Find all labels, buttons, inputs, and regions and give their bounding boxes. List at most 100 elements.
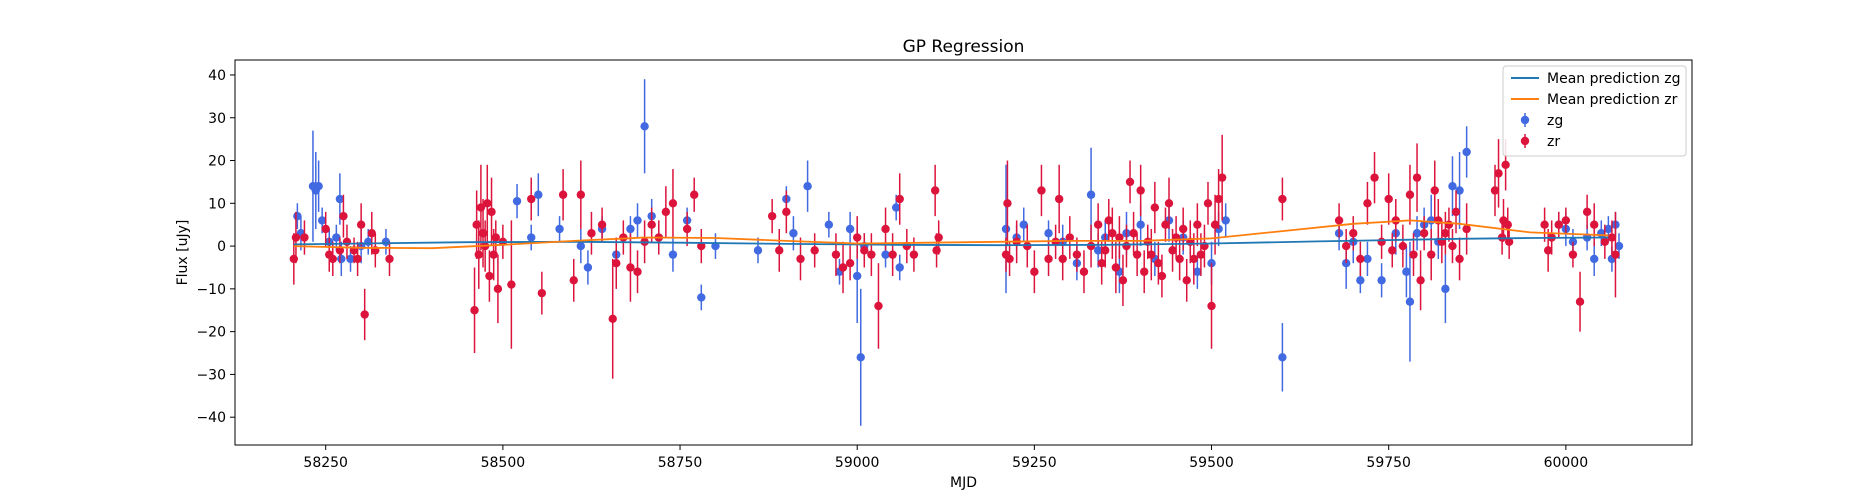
zr-point	[291, 233, 301, 242]
zr-point	[1427, 250, 1436, 259]
zr-point	[838, 263, 848, 272]
zr-point	[1136, 186, 1145, 195]
zr-point	[860, 246, 869, 255]
zg-point	[853, 271, 862, 281]
zr-point	[1189, 254, 1199, 264]
zr-point	[1072, 250, 1082, 259]
zr-point	[1147, 250, 1156, 259]
zr-point	[1065, 233, 1074, 242]
legend-label: zg	[1547, 113, 1563, 129]
zr-point	[697, 241, 706, 251]
zg-point	[753, 246, 763, 255]
zr-point	[1341, 241, 1351, 251]
zr-point	[1451, 207, 1461, 217]
zr-point	[321, 224, 330, 234]
zg-point	[317, 216, 327, 225]
y-tick-label: 10	[208, 196, 226, 212]
zr-point	[1490, 186, 1500, 195]
zr-point	[1125, 177, 1135, 187]
zr-point	[767, 211, 777, 221]
zg-point	[1019, 220, 1028, 229]
zr-point	[597, 220, 607, 229]
zr-point	[1419, 229, 1429, 238]
zr-point	[930, 186, 940, 195]
zr-point	[1430, 186, 1439, 195]
zr-point	[1416, 276, 1425, 285]
zr-point	[1157, 271, 1167, 281]
x-tick-label: 59500	[1189, 455, 1234, 471]
zg-point	[697, 293, 706, 302]
zg-point	[626, 224, 635, 234]
zr-point	[1030, 267, 1039, 276]
zr-point	[1175, 254, 1184, 264]
zr-point	[569, 276, 578, 285]
zr-point	[1384, 194, 1393, 204]
zr-point	[874, 301, 883, 311]
zg-point	[1441, 284, 1450, 294]
zg-point	[668, 250, 678, 259]
zg-point	[332, 233, 341, 242]
plot-frame	[234, 59, 1693, 446]
zg-point	[891, 203, 901, 212]
zr-point	[1370, 173, 1379, 182]
zr-point	[478, 229, 488, 238]
zr-series	[289, 134, 1620, 379]
zr-point	[1388, 246, 1397, 255]
zr-point	[485, 271, 494, 281]
zg-point	[314, 181, 323, 191]
y-axis-label: Flux [uJy]	[175, 220, 191, 286]
zr-point	[1058, 254, 1067, 264]
zr-point	[470, 306, 479, 315]
zr-point	[1108, 229, 1117, 238]
zg-point	[640, 122, 649, 131]
zr-point	[1377, 237, 1386, 247]
zr-point	[647, 220, 656, 229]
zg-point	[1412, 229, 1422, 238]
zr-point	[537, 288, 547, 298]
zr-point	[619, 233, 628, 242]
zr-point	[360, 310, 369, 319]
zr-point	[845, 258, 855, 268]
legend-item: Mean prediction zr	[1511, 92, 1678, 108]
zr-point	[1590, 220, 1599, 229]
zg-point	[1356, 276, 1365, 285]
zg-point	[1405, 297, 1415, 306]
zr-point	[1079, 267, 1089, 276]
zr-point	[472, 220, 481, 229]
zg-point	[856, 353, 865, 362]
zr-point	[853, 233, 862, 242]
zr-point	[608, 314, 617, 324]
zr-point	[1214, 194, 1223, 204]
zr-point	[782, 207, 791, 217]
zr-point	[1494, 169, 1503, 178]
zr-point	[328, 254, 337, 264]
zr-point	[1196, 250, 1206, 259]
legend: Mean prediction zg Mean prediction zr zg zr	[1502, 65, 1687, 157]
zr-point	[1462, 224, 1471, 234]
zr-point	[1611, 250, 1620, 259]
zr-point	[576, 190, 586, 199]
zg-point	[845, 224, 855, 234]
zr-point	[474, 250, 483, 259]
zg-point	[512, 196, 522, 206]
legend-label: zr	[1547, 134, 1560, 150]
x-tick-label: 59000	[835, 455, 880, 471]
zr-point	[1441, 229, 1450, 238]
zr-point	[1104, 216, 1113, 225]
legend-item: zg	[1520, 113, 1563, 129]
zg-point	[1590, 254, 1599, 264]
zr-point	[909, 250, 919, 259]
zr-point	[1168, 246, 1177, 255]
y-tick-label: 0	[217, 239, 226, 255]
zg-point	[803, 181, 812, 191]
zr-point	[483, 199, 492, 208]
zr-point	[1005, 254, 1014, 264]
zr-point	[558, 190, 568, 199]
zr-point	[1409, 250, 1418, 259]
zr-point	[1412, 173, 1422, 182]
zr-point	[300, 233, 309, 242]
plot-area	[289, 79, 1624, 426]
zr-point	[1129, 229, 1138, 238]
y-tick-label: 30	[208, 111, 226, 127]
zg-point	[1402, 267, 1411, 276]
